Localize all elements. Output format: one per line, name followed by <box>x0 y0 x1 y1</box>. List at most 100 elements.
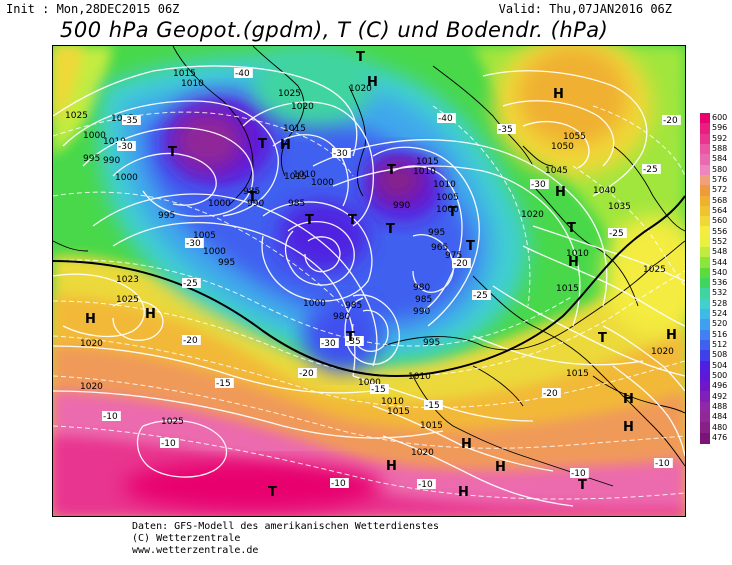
isobar-label: 1010 <box>413 167 436 177</box>
svg-text:1020: 1020 <box>651 347 674 357</box>
isotherm-label: -40 <box>234 68 253 79</box>
isobar-label: 1020 <box>349 84 372 94</box>
svg-text:1000: 1000 <box>83 131 106 141</box>
isobar-label: 1050 <box>551 142 574 152</box>
low-pressure-marker: T <box>448 205 457 220</box>
isobar-label: 985 <box>288 199 305 209</box>
credit-url[interactable]: www.wetterzentrale.de <box>132 545 259 556</box>
svg-text:985: 985 <box>288 199 305 209</box>
svg-text:-25: -25 <box>609 229 624 239</box>
svg-text:985: 985 <box>415 295 432 305</box>
svg-text:-25: -25 <box>473 291 488 301</box>
isobar-label: 1010 <box>408 372 431 382</box>
isobar-label: 990 <box>413 307 430 317</box>
svg-text:1010: 1010 <box>413 167 436 177</box>
high-pressure-marker: H <box>495 460 506 475</box>
svg-text:-30: -30 <box>118 142 133 152</box>
svg-text:1023: 1023 <box>116 275 139 285</box>
legend-swatch <box>700 381 710 392</box>
legend-swatch <box>700 422 710 434</box>
svg-text:1000: 1000 <box>303 299 326 309</box>
legend-tick-label: 532 <box>712 288 728 298</box>
legend-swatch <box>700 236 710 248</box>
isobar-label: 1020 <box>291 102 314 112</box>
map-canvas: 1025101510101010100510009959901000995100… <box>53 46 685 516</box>
svg-text:990: 990 <box>103 156 120 166</box>
isotherm-label: -10 <box>654 458 673 469</box>
svg-text:1055: 1055 <box>563 132 586 142</box>
isobar-label: 975 <box>445 251 462 261</box>
legend-tick-label: 576 <box>712 175 728 185</box>
low-pressure-marker: T <box>387 163 396 178</box>
isobar-label: 1015 <box>283 124 306 134</box>
legend-tick-label: 536 <box>712 278 728 288</box>
legend-tick-label: 596 <box>712 123 728 133</box>
isobar-label: 990 <box>247 199 264 209</box>
low-pressure-marker: T <box>386 222 395 237</box>
svg-text:1010: 1010 <box>433 180 456 190</box>
isotherm-label: -30 <box>185 238 204 249</box>
isobar-label: 1015 <box>416 157 439 167</box>
svg-text:1025: 1025 <box>278 89 301 99</box>
isotherm-label: -35 <box>122 115 141 126</box>
legend-swatch <box>700 133 710 145</box>
svg-text:975: 975 <box>445 251 462 261</box>
legend-tick-label: 492 <box>712 391 728 401</box>
legend-swatch <box>700 360 710 372</box>
isotherm-label: -10 <box>160 438 179 449</box>
data-credit: Daten: GFS-Modell des amerikanischen Wet… <box>132 521 439 557</box>
svg-text:1020: 1020 <box>80 339 103 349</box>
isobar-label: 990 <box>393 201 410 211</box>
isobar-label: 1005 <box>193 231 216 241</box>
isotherm-label: -35 <box>345 336 364 347</box>
legend-tick-label: 496 <box>712 381 728 391</box>
legend-tick-label: 508 <box>712 350 728 360</box>
isobar-label: 1020 <box>80 339 103 349</box>
svg-text:980: 980 <box>333 312 350 322</box>
high-pressure-marker: H <box>280 138 291 153</box>
legend-tick-label: 500 <box>712 370 728 380</box>
isobar-label: 1035 <box>608 202 631 212</box>
svg-text:1005: 1005 <box>436 193 459 203</box>
legend-tick-label: 488 <box>712 401 728 411</box>
svg-text:-25: -25 <box>643 165 658 175</box>
isobar-label: 1025 <box>643 265 666 275</box>
legend-swatch <box>700 298 710 310</box>
svg-text:1020: 1020 <box>411 448 434 458</box>
legend-tick-label: 552 <box>712 236 728 246</box>
high-pressure-marker: H <box>568 255 579 270</box>
pressure-labels: 1025101510101010100510009959901000995100… <box>65 69 674 458</box>
legend-swatch <box>700 226 710 238</box>
svg-text:-10: -10 <box>655 459 670 469</box>
svg-text:1015: 1015 <box>416 157 439 167</box>
isotherm-label: -30 <box>320 338 339 349</box>
low-pressure-marker: T <box>578 478 587 493</box>
svg-text:1010: 1010 <box>103 137 126 147</box>
svg-text:-15: -15 <box>371 385 386 395</box>
svg-text:1010: 1010 <box>381 397 404 407</box>
svg-text:1010: 1010 <box>293 170 316 180</box>
isobar-label: 995 <box>218 258 235 268</box>
low-pressure-marker: T <box>258 137 267 152</box>
isotherm-label: -25 <box>182 278 201 289</box>
low-pressure-marker: T <box>348 213 357 228</box>
svg-text:1015: 1015 <box>173 69 196 79</box>
low-pressure-marker: T <box>346 330 355 345</box>
legend-swatch <box>700 195 710 207</box>
high-pressure-marker: H <box>85 312 96 327</box>
isotherm-label: -15 <box>215 378 234 389</box>
isobar-label: 1000 <box>115 173 138 183</box>
high-pressure-marker: H <box>386 459 397 474</box>
isobar-label: 985 <box>415 295 432 305</box>
legend-tick-label: 528 <box>712 298 728 308</box>
isobar-label: 990 <box>103 156 120 166</box>
isotherm-label: -20 <box>542 388 561 399</box>
isobar-label: 1000 <box>83 131 106 141</box>
legend-tick-label: 548 <box>712 247 728 257</box>
high-pressure-marker: H <box>555 185 566 200</box>
legend-swatch <box>700 205 710 217</box>
isotherm-label: -10 <box>417 479 436 490</box>
isotherm-label: -20 <box>452 258 471 269</box>
legend-swatch <box>700 154 710 166</box>
